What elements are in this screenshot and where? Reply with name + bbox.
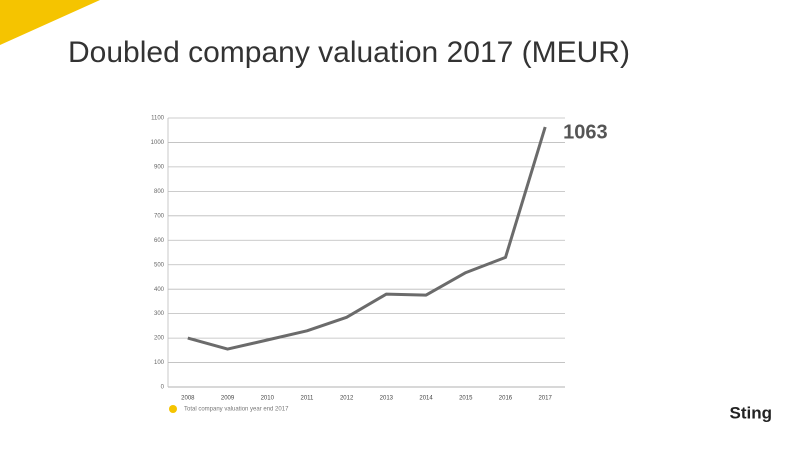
x-tick-label: 2015 (459, 396, 473, 402)
x-tick-label: 2011 (300, 396, 314, 402)
y-tick-label: 100 (154, 360, 165, 366)
legend-label: Total company valuation year end 2017 (184, 407, 289, 413)
legend-marker (169, 405, 177, 413)
y-tick-label: 0 (161, 385, 165, 391)
y-tick-label: 800 (154, 189, 165, 195)
y-tick-label: 500 (154, 262, 165, 268)
y-tick-label: 1000 (151, 140, 165, 146)
y-tick-label: 1100 (151, 116, 165, 122)
y-tick-label: 700 (154, 213, 165, 219)
y-tick-label: 600 (154, 238, 165, 244)
y-tick-label: 200 (154, 336, 165, 342)
value-label: 1063 (563, 121, 608, 143)
data-line (187, 126, 547, 351)
x-tick-label: 2008 (181, 396, 195, 402)
chart-title: Doubled company valuation 2017 (MEUR) (68, 36, 630, 69)
x-tick-label: 2013 (380, 396, 394, 402)
corner-decoration (0, 0, 100, 45)
x-tick-label: 2012 (340, 396, 354, 402)
x-tick-label: 2016 (499, 396, 513, 402)
y-tick-label: 300 (154, 311, 165, 317)
x-tick-label: 2017 (538, 396, 552, 402)
x-tick-label: 2014 (419, 396, 433, 402)
brand-logo: Sting (730, 403, 773, 422)
y-tick-label: 400 (154, 287, 165, 293)
y-tick-label: 900 (154, 164, 165, 170)
x-tick-label: 2009 (221, 396, 235, 402)
x-tick-label: 2010 (261, 396, 275, 402)
